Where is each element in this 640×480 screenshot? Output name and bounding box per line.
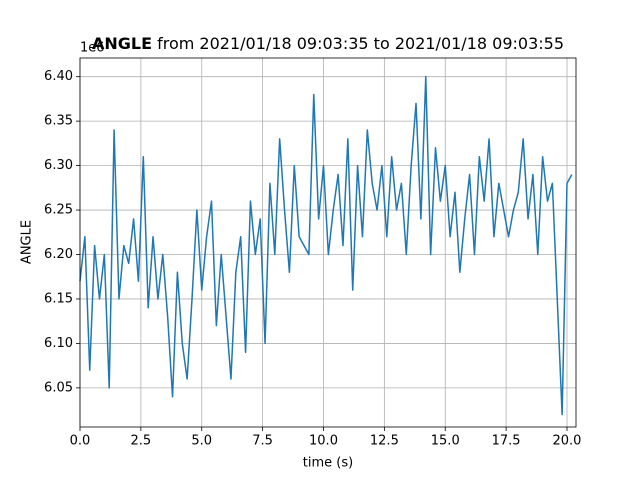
x-tick-label: 17.5: [492, 434, 521, 449]
title-bold: ANGLE: [92, 34, 152, 53]
y-tick-label: 6.30: [44, 158, 73, 173]
y-tick-label: 6.05: [44, 380, 73, 395]
data-line: [79, 75, 573, 416]
chart-title: ANGLE from 2021/01/18 09:03:35 to 2021/0…: [92, 34, 564, 53]
x-tick-label: 12.5: [370, 434, 399, 449]
offset-label: 1e6: [80, 41, 105, 56]
title-text: from 2021/01/18 09:03:35 to 2021/01/18 0…: [157, 34, 564, 53]
y-tick-label: 6.35: [44, 114, 73, 129]
x-tick-label: 0.0: [70, 434, 91, 449]
y-tick-label: 6.15: [44, 291, 73, 306]
x-axis-label: time (s): [303, 456, 353, 471]
y-tick-label: 6.40: [44, 69, 73, 84]
y-axis-label: ANGLE: [20, 220, 35, 264]
axes-frame: [79, 57, 577, 428]
y-tick-label: 6.20: [44, 247, 73, 262]
x-tick-label: 5.0: [191, 434, 212, 449]
x-tick-label: 2.5: [131, 434, 152, 449]
y-tick-label: 6.25: [44, 203, 73, 218]
x-tick-label: 15.0: [431, 434, 460, 449]
y-tick-label: 6.10: [44, 336, 73, 351]
x-tick-label: 20.0: [553, 434, 582, 449]
x-tick-label: 7.5: [252, 434, 273, 449]
x-tick-label: 10.0: [309, 434, 338, 449]
